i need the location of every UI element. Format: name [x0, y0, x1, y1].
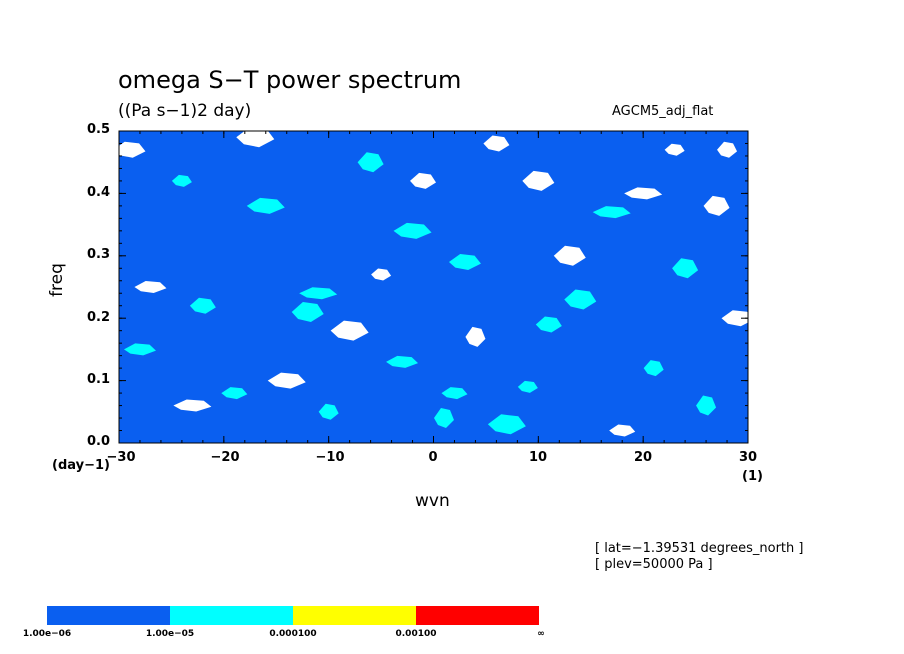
- contour-gap-white: [664, 143, 685, 156]
- contour-gap-white: [330, 320, 369, 341]
- contour-patch-cyan: [535, 316, 562, 333]
- colorbar-segment: [47, 606, 170, 625]
- y-axis-label: freq: [46, 263, 67, 297]
- contour-patch-cyan: [487, 414, 526, 435]
- axis-ticks: [118, 130, 749, 444]
- y-tick-label: 0.4: [86, 185, 110, 200]
- colorbar: [47, 606, 539, 625]
- y-tick-label: 0.2: [86, 310, 110, 325]
- contour-gap-white: [721, 310, 754, 327]
- contour-patches: [113, 127, 754, 437]
- y-tick-label: 0.5: [86, 122, 110, 137]
- x-tick-label: 20: [633, 450, 653, 465]
- contour-patch-cyan: [441, 387, 468, 400]
- contour-patch-cyan: [291, 301, 324, 322]
- contour-patch-cyan: [386, 355, 419, 368]
- contour-patch-cyan: [123, 343, 156, 356]
- y-tick-label: 0.3: [86, 247, 110, 262]
- latitude-info: [ lat=−1.39531 degrees_north ]: [595, 541, 804, 556]
- colorbar-segment: [170, 606, 293, 625]
- contour-patch-cyan: [592, 206, 631, 219]
- colorbar-segment: [416, 606, 539, 625]
- contour-gap-white: [410, 172, 437, 189]
- y-tick-label: 0.0: [86, 434, 110, 449]
- contour-patch-cyan: [221, 387, 248, 400]
- contour-patch-cyan: [672, 258, 699, 279]
- pressure-level-info: [ plev=50000 Pa ]: [595, 557, 713, 572]
- contour-gap-white: [267, 372, 306, 389]
- contour-patch-cyan: [696, 395, 717, 416]
- dataset-label: AGCM5_adj_flat: [612, 104, 714, 119]
- contour-gap-white: [717, 141, 738, 158]
- contour-gap-white: [113, 141, 146, 158]
- contour-gap-white: [236, 127, 275, 148]
- contour-patch-cyan: [357, 152, 384, 173]
- contour-gap-white: [134, 281, 167, 293]
- x-tick-label: −10: [315, 450, 345, 465]
- contour-patch-cyan: [448, 254, 481, 271]
- x-axis-unit: (1): [742, 469, 763, 484]
- contour-gap-white: [465, 326, 486, 347]
- x-tick-label: 10: [528, 450, 548, 465]
- contour-gap-white: [173, 399, 212, 412]
- colorbar-label: 0.00100: [395, 629, 437, 639]
- x-tick-label: 30: [738, 450, 758, 465]
- contour-patch-cyan: [189, 297, 216, 314]
- contour-gap-white: [522, 170, 555, 191]
- contour-gap-white: [624, 187, 663, 200]
- y-tick-label: 0.1: [86, 372, 110, 387]
- contour-patch-cyan: [643, 360, 664, 377]
- contour-gap-white: [371, 268, 392, 281]
- colorbar-label: 0.000100: [269, 629, 317, 639]
- chart-title: omega S−T power spectrum: [118, 66, 462, 94]
- contour-patch-cyan: [318, 403, 339, 420]
- contour-gap-white: [609, 424, 636, 437]
- colorbar-label: 1.00e−05: [145, 629, 195, 639]
- chart-subtitle: ((Pa s−1)2 day): [118, 101, 252, 121]
- y-axis-unit: (day−1): [52, 458, 110, 473]
- contour-gap-white: [483, 135, 510, 152]
- x-tick-label: −30: [106, 450, 136, 465]
- contour-patch-cyan: [564, 289, 597, 310]
- contour-patch-cyan: [433, 408, 454, 429]
- contour-patch-cyan: [246, 197, 285, 214]
- contour-gap-white: [703, 195, 730, 216]
- x-axis-label: wvn: [415, 491, 450, 511]
- contour-patch-cyan: [393, 222, 432, 239]
- contour-gap-white: [553, 245, 586, 266]
- colorbar-segment: [293, 606, 416, 625]
- x-tick-label: 0: [428, 450, 438, 465]
- plot-area-background: [119, 131, 748, 443]
- contour-patch-cyan: [299, 287, 338, 300]
- colorbar-label: 1.00e−06: [22, 629, 72, 639]
- colorbar-label: ∞: [537, 629, 545, 639]
- x-tick-label: −20: [210, 450, 240, 465]
- contour-patch-cyan: [517, 380, 538, 393]
- contour-patch-cyan: [171, 174, 192, 187]
